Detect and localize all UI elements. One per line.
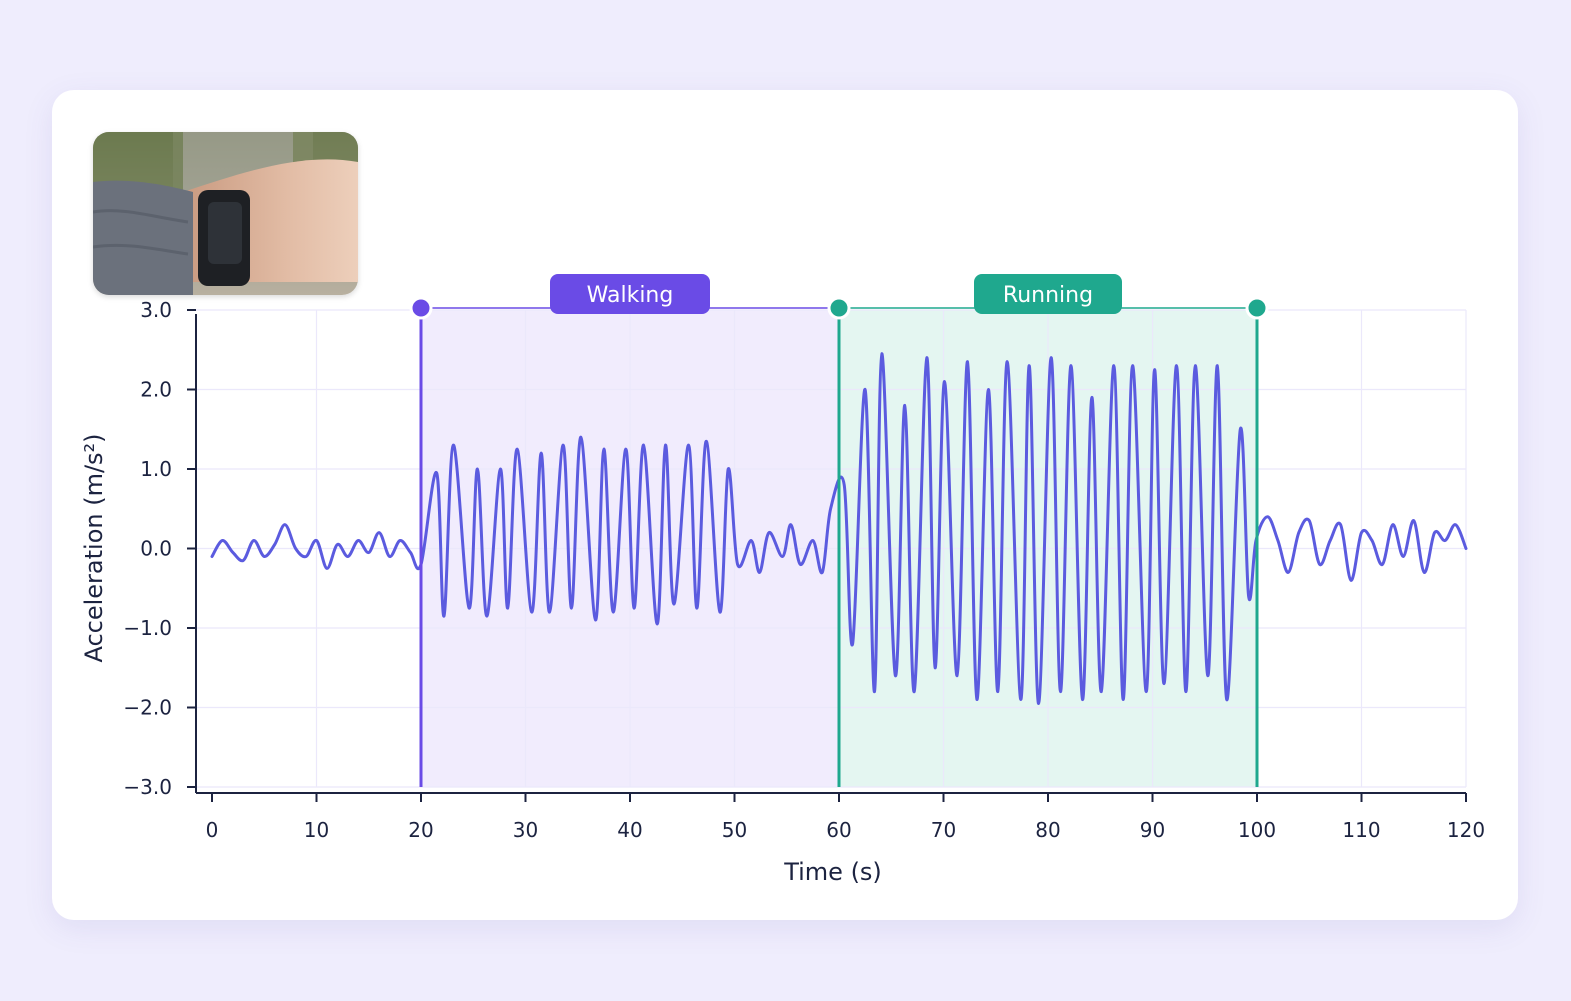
- y-tick-label: −2.0: [123, 696, 172, 720]
- x-tick-label: 30: [513, 818, 538, 842]
- y-tick-label: 0.0: [140, 537, 172, 561]
- y-tick-label: −3.0: [123, 775, 172, 799]
- x-tick-label: 60: [826, 818, 851, 842]
- y-axis-title: Acceleration (m/s²): [80, 433, 108, 662]
- segment-markers: Walking Running: [409, 274, 1269, 787]
- y-tick-label: 1.0: [140, 457, 172, 481]
- x-tick-label: 90: [1140, 818, 1165, 842]
- segment-badge-label: Running: [1003, 283, 1093, 308]
- y-tick-label: 3.0: [140, 298, 172, 322]
- x-tick-label: 40: [617, 818, 642, 842]
- segment-badge-label: Walking: [587, 283, 674, 308]
- segment-badge-walking: [550, 274, 710, 314]
- tick-labels: 0 10 20 30 40 50 60 70 80 90 100 110 120 3.0 2.0 1.0 0.0…: [123, 298, 1485, 842]
- y-tick-label: −1.0: [123, 616, 172, 640]
- x-tick-label: 70: [931, 818, 956, 842]
- segment-boundary-dot: [1245, 296, 1269, 320]
- x-tick-label: 100: [1238, 818, 1276, 842]
- x-tick-label: 10: [304, 818, 329, 842]
- segment-boundary-dot: [827, 296, 851, 320]
- x-tick-label: 110: [1342, 818, 1380, 842]
- segment-badge-running: [974, 274, 1122, 314]
- x-tick-label: 80: [1035, 818, 1060, 842]
- smartwatch-photo: [93, 132, 358, 295]
- acceleration-series: [210, 352, 1468, 706]
- x-axis-title: Time (s): [783, 858, 882, 886]
- y-tick-label: 2.0: [140, 378, 172, 402]
- chart-axes: [187, 309, 1467, 802]
- acceleration-line: [210, 352, 1468, 706]
- x-tick-label: 20: [408, 818, 433, 842]
- segment-boundary-dot: [409, 296, 433, 320]
- x-tick-label: 120: [1447, 818, 1485, 842]
- x-tick-label: 0: [206, 818, 219, 842]
- x-tick-label: 50: [722, 818, 747, 842]
